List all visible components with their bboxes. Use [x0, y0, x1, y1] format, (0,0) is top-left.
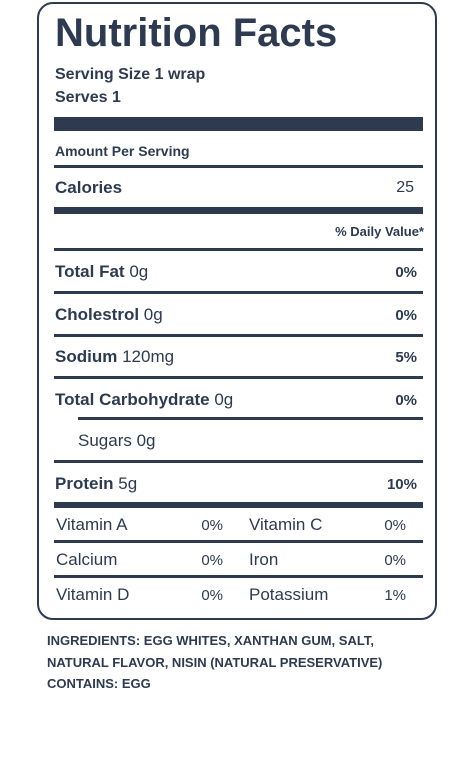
vitamin-name: Potassium: [249, 585, 329, 604]
nutrient-row: Sodium 120mg: [55, 348, 174, 365]
vitamin-value: 0%: [384, 552, 406, 569]
nutrient-name: Total Carbohydrate: [55, 389, 210, 409]
divider: [54, 291, 423, 294]
vitamin-name: Vitamin A: [56, 515, 128, 534]
thick-bar: [54, 117, 423, 131]
vitamin-name: Iron: [249, 550, 279, 569]
nutrient-amount: 120mg: [122, 347, 175, 366]
daily-value: 0%: [395, 391, 417, 409]
nutrient-name: Cholestrol: [55, 304, 140, 324]
vitamin-value: 0%: [201, 552, 223, 569]
divider: [54, 502, 423, 508]
amount-per-serving: Amount Per Serving: [55, 143, 190, 159]
sugars: Sugars 0g: [78, 431, 156, 450]
divider: [54, 165, 423, 168]
daily-value: 10%: [386, 476, 417, 493]
serving-size: Serving Size 1 wrap: [55, 66, 206, 83]
vitamin-value: 0%: [384, 517, 406, 534]
ingredients-line: INGREDIENTS: EGG WHITES, XANTHAN GUM, SA…: [47, 633, 374, 648]
nutrient-amount: 0g: [143, 304, 163, 324]
divider: [54, 248, 423, 251]
title: Nutrition Facts: [55, 11, 338, 55]
nutrient-amount: 0g: [214, 389, 234, 409]
divider: [54, 376, 423, 379]
nutrient-row: Cholestrol 0g: [55, 306, 163, 323]
nutrient-row: Total Fat 0g: [55, 263, 148, 280]
vitamin-name: Calcium: [56, 550, 118, 569]
vitamin-name: Vitamin D: [56, 585, 130, 604]
ingredients-line: CONTAINS: EGG: [47, 676, 151, 691]
vitamin-value: 0%: [201, 587, 223, 604]
divider: [54, 207, 423, 214]
label-border: [37, 2, 437, 620]
serves: Serves 1: [55, 89, 121, 106]
ingredients-line: NATURAL FLAVOR, NISIN (NATURAL PRESERVAT…: [47, 654, 383, 670]
daily-value-header: % Daily Value*: [335, 224, 424, 239]
divider: [54, 540, 423, 543]
daily-value: 0%: [395, 306, 417, 324]
nutrient-name: Total Fat: [55, 262, 125, 281]
calories-label: Calories: [55, 178, 123, 197]
nutrient-name: Sodium: [55, 347, 118, 366]
protein: Protein 5g: [55, 475, 137, 492]
divider: [54, 460, 423, 463]
nutrient-amount: 5g: [118, 474, 138, 493]
divider: [54, 333, 423, 337]
vitamin-value: 0%: [201, 517, 223, 534]
nutrient-row: Total Carbohydrate 0g: [55, 391, 233, 408]
daily-value: 5%: [395, 349, 417, 366]
calories-value: 25: [396, 179, 414, 196]
divider: [54, 575, 423, 578]
nutrient-amount: 0g: [129, 262, 149, 281]
vitamin-name: Vitamin C: [249, 515, 323, 534]
daily-value: 0%: [395, 264, 417, 281]
nutrient-name: Protein: [55, 474, 114, 493]
vitamin-value: 1%: [384, 587, 406, 604]
divider: [78, 417, 423, 420]
